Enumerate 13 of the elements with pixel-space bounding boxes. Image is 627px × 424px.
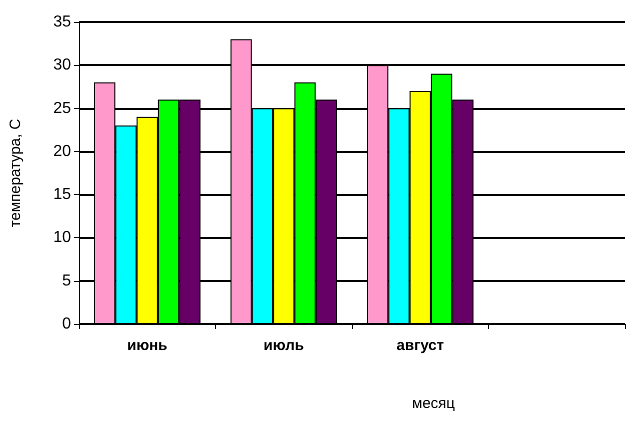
x-tick-label: июнь xyxy=(127,337,168,354)
y-axis-title: температура, С xyxy=(7,118,24,228)
y-tick-label: 30 xyxy=(53,56,72,74)
x-tick-label: июль xyxy=(264,337,304,354)
y-tick-label: 15 xyxy=(53,186,72,204)
y-tick-label: 10 xyxy=(53,229,72,246)
x-axis-title: месяц xyxy=(412,395,456,412)
y-tick-label: 0 xyxy=(62,316,72,332)
y-tick-label: 25 xyxy=(53,100,72,117)
y-tick-label: 35 xyxy=(53,14,72,30)
x-tick-label: август xyxy=(396,337,444,354)
y-tick-label: 5 xyxy=(62,272,72,290)
y-tick-label: 20 xyxy=(53,142,72,160)
